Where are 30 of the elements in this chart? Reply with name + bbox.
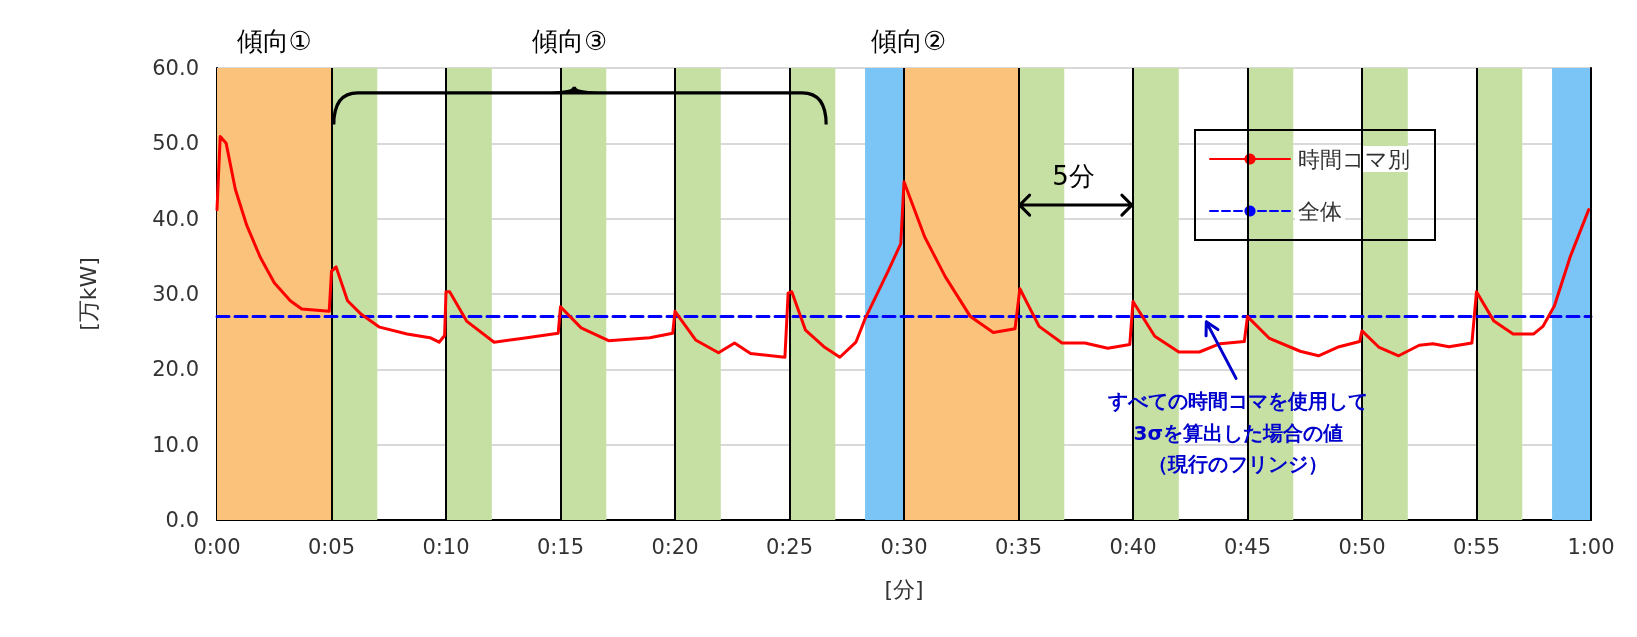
x-tick-label: 0:05 xyxy=(307,534,356,559)
text: 傾向② xyxy=(870,25,947,56)
x-tick-label: 0:40 xyxy=(1109,534,1157,559)
y-tick-label: 50.0 xyxy=(152,131,199,156)
text: 傾向③ xyxy=(532,25,608,56)
x-tick-label: 0:35 xyxy=(994,534,1043,559)
legend-label: 時間コマ別 xyxy=(1298,146,1410,172)
line-series xyxy=(215,135,1591,359)
x-tick-label: 0:45 xyxy=(1223,534,1272,559)
y-tick-label: 10.0 xyxy=(152,432,199,457)
x-tick-label: 0:00 xyxy=(193,534,241,559)
y-tick-label: 60.0 xyxy=(152,56,199,80)
y-tick-label: 30.0 xyxy=(152,282,199,306)
y-tick-label: 0.0 xyxy=(165,508,199,532)
text: 傾向① xyxy=(236,25,312,56)
x-tick-label: 0:15 xyxy=(536,534,585,559)
x-tick-label: 0:25 xyxy=(765,534,814,559)
annotation: （現行のフリンジ） xyxy=(1148,452,1329,477)
legend-label: 全体 xyxy=(1298,198,1342,224)
y-axis-title: [万kW] xyxy=(75,257,101,331)
x-axis-title: [分] xyxy=(884,576,924,602)
x-tick-label: 0:50 xyxy=(1338,534,1386,559)
x-tick-label: 0:10 xyxy=(422,534,470,559)
x-tick-label: 0:55 xyxy=(1452,534,1501,559)
annotation: 5分 xyxy=(1052,161,1095,192)
x-tick-label: 1:00 xyxy=(1567,534,1615,559)
y-tick-label: 20.0 xyxy=(152,357,199,382)
x-tick-label: 0:20 xyxy=(651,534,699,559)
y-tick-label: 40.0 xyxy=(152,206,199,231)
x-tick-label: 0:30 xyxy=(880,534,928,559)
